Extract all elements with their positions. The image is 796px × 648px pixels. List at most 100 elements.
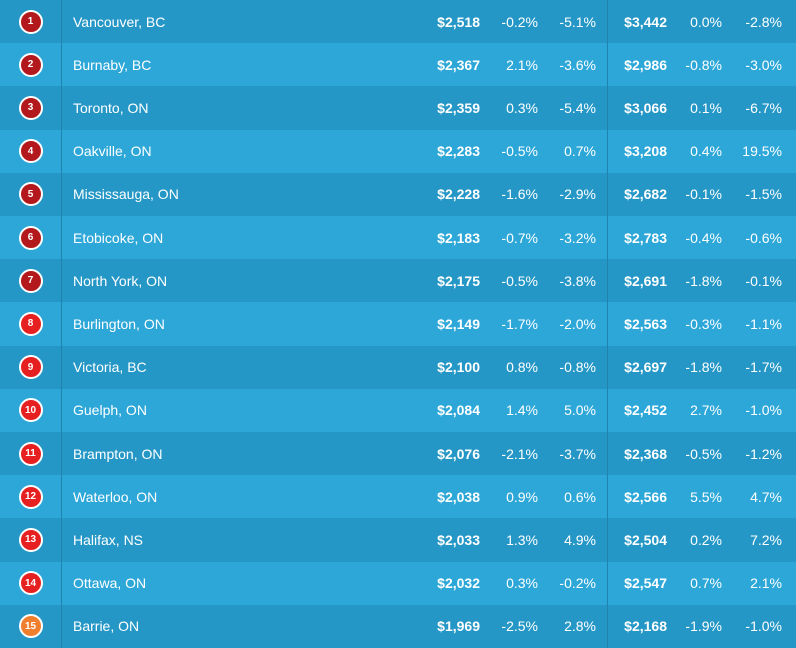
- table-row: 7 North York, ON $2,175 -0.5% -3.8% $2,691 -1.…: [0, 259, 796, 303]
- city-name: Ottawa, ON: [73, 575, 147, 592]
- city-name: Victoria, BC: [73, 359, 147, 376]
- change-2br-mm-cell: 5.5%: [690, 488, 722, 505]
- rent-2br-cell: $2,547: [624, 575, 667, 592]
- rank-badge: 12: [18, 484, 43, 509]
- change-1br-yy-cell: -2.9%: [559, 186, 596, 203]
- change-1br-mm-cell: 0.3%: [506, 99, 538, 116]
- rank-cell: 7: [0, 259, 62, 303]
- change-1br-yy-cell: -3.7%: [559, 445, 596, 462]
- change-2br-yy-cell: -3.0%: [745, 56, 782, 73]
- change-2br-mm-cell: 0.2%: [690, 531, 722, 548]
- rank-badge: 7: [18, 268, 43, 293]
- change-2br-yy-cell: 2.1%: [750, 575, 782, 592]
- city-name: Brampton, ON: [73, 445, 163, 462]
- city-name: Guelph, ON: [73, 402, 147, 419]
- rank-cell: 1: [0, 0, 62, 44]
- rank-badge: 8: [18, 311, 43, 336]
- rent-1br-cell: $2,032: [437, 575, 480, 592]
- change-2br-mm-cell: -1.8%: [685, 272, 722, 289]
- rank-badge: 4: [18, 139, 43, 164]
- change-1br-yy-cell: 0.6%: [564, 488, 596, 505]
- rank-cell: 15: [0, 604, 62, 648]
- change-1br-yy-cell: -2.0%: [559, 315, 596, 332]
- change-1br-mm-cell: 0.3%: [506, 575, 538, 592]
- rent-1br-cell: $2,283: [437, 143, 480, 160]
- change-2br-mm-cell: -1.8%: [685, 359, 722, 376]
- change-1br-mm-cell: -2.5%: [501, 618, 538, 635]
- rent-2br-cell: $2,563: [624, 315, 667, 332]
- table-row: 3 Toronto, ON $2,359 0.3% -5.4% $3,066 0.1% -6.…: [0, 86, 796, 130]
- rank-cell: 14: [0, 561, 62, 605]
- table-row: 1 Vancouver, BC $2,518 -0.2% -5.1% $3,442 0.0%…: [0, 0, 796, 44]
- table-row: 11 Brampton, ON $2,076 -2.1% -3.7% $2,368 -0.5…: [0, 432, 796, 476]
- rent-1br-cell: $2,518: [437, 13, 480, 30]
- rank-cell: 6: [0, 216, 62, 260]
- table-row: 15 Barrie, ON $1,969 -2.5% 2.8% $2,168 -1.9% -1…: [0, 604, 796, 648]
- city-name: Toronto, ON: [73, 99, 149, 116]
- rent-1br-cell: $1,969: [437, 618, 480, 635]
- rent-2br-cell: $2,368: [624, 445, 667, 462]
- rent-1br-cell: $2,033: [437, 531, 480, 548]
- change-2br-mm-cell: 0.0%: [690, 13, 722, 30]
- rent-2br-cell: $3,208: [624, 143, 667, 160]
- change-2br-yy-cell: -1.7%: [745, 359, 782, 376]
- rent-2br-cell: $2,504: [624, 531, 667, 548]
- change-1br-mm-cell: -0.5%: [501, 272, 538, 289]
- rank-badge: 5: [18, 182, 43, 207]
- table-row: 9 Victoria, BC $2,100 0.8% -0.8% $2,697 -1.8% -…: [0, 345, 796, 389]
- city-name: Oakville, ON: [73, 143, 152, 160]
- table-row: 14 Ottawa, ON $2,032 0.3% -0.2% $2,547 0.7% 2.1…: [0, 561, 796, 605]
- rank-cell: 13: [0, 518, 62, 562]
- table-row: 5 Mississauga, ON $2,228 -1.6% -2.9% $2,682 -0…: [0, 172, 796, 216]
- rank-cell: 5: [0, 172, 62, 216]
- rank-cell: 12: [0, 475, 62, 519]
- rent-1br-cell: $2,367: [437, 56, 480, 73]
- change-2br-mm-cell: 2.7%: [690, 402, 722, 419]
- change-2br-yy-cell: -0.6%: [745, 229, 782, 246]
- change-2br-mm-cell: 0.7%: [690, 575, 722, 592]
- change-2br-mm-cell: -0.1%: [685, 186, 722, 203]
- change-2br-yy-cell: -1.0%: [745, 618, 782, 635]
- rent-2br-cell: $2,986: [624, 56, 667, 73]
- rank-cell: 3: [0, 86, 62, 130]
- change-2br-yy-cell: 4.7%: [750, 488, 782, 505]
- rank-badge: 3: [18, 95, 43, 120]
- rent-1br-cell: $2,076: [437, 445, 480, 462]
- change-2br-yy-cell: -0.1%: [745, 272, 782, 289]
- rent-1br-cell: $2,359: [437, 99, 480, 116]
- city-name: Burnaby, BC: [73, 56, 152, 73]
- city-name: Mississauga, ON: [73, 186, 179, 203]
- city-name: Barrie, ON: [73, 618, 140, 635]
- change-2br-yy-cell: 19.5%: [742, 143, 782, 160]
- table-row: 6 Etobicoke, ON $2,183 -0.7% -3.2% $2,783 -0.4…: [0, 216, 796, 260]
- rank-cell: 9: [0, 345, 62, 389]
- rank-badge: 13: [18, 527, 43, 552]
- change-1br-yy-cell: -3.2%: [559, 229, 596, 246]
- change-2br-mm-cell: -0.3%: [685, 315, 722, 332]
- city-name: Vancouver, BC: [73, 13, 166, 30]
- change-1br-yy-cell: -0.2%: [559, 575, 596, 592]
- rank-cell: 8: [0, 302, 62, 346]
- rent-1br-cell: $2,100: [437, 359, 480, 376]
- change-2br-mm-cell: -0.4%: [685, 229, 722, 246]
- table-row: 4 Oakville, ON $2,283 -0.5% 0.7% $3,208 0.4% 19…: [0, 129, 796, 173]
- rank-cell: 10: [0, 388, 62, 432]
- table-row: 2 Burnaby, BC $2,367 2.1% -3.6% $2,986 -0.8% -3…: [0, 43, 796, 87]
- rent-2br-cell: $2,682: [624, 186, 667, 203]
- rank-badge: 14: [18, 571, 43, 596]
- change-2br-yy-cell: -2.8%: [745, 13, 782, 30]
- rank-badge: 9: [18, 355, 43, 380]
- change-2br-mm-cell: -0.5%: [685, 445, 722, 462]
- rank-cell: 11: [0, 432, 62, 476]
- rank-cell: 4: [0, 129, 62, 173]
- change-1br-yy-cell: -5.1%: [559, 13, 596, 30]
- rank-badge: 6: [18, 225, 43, 250]
- change-1br-yy-cell: 4.9%: [564, 531, 596, 548]
- change-1br-mm-cell: -0.7%: [501, 229, 538, 246]
- rent-2br-cell: $2,452: [624, 402, 667, 419]
- change-2br-yy-cell: 7.2%: [750, 531, 782, 548]
- change-1br-mm-cell: 0.9%: [506, 488, 538, 505]
- city-name: Burlington, ON: [73, 315, 165, 332]
- change-1br-yy-cell: 5.0%: [564, 402, 596, 419]
- table-row: 8 Burlington, ON $2,149 -1.7% -2.0% $2,563 -0.…: [0, 302, 796, 346]
